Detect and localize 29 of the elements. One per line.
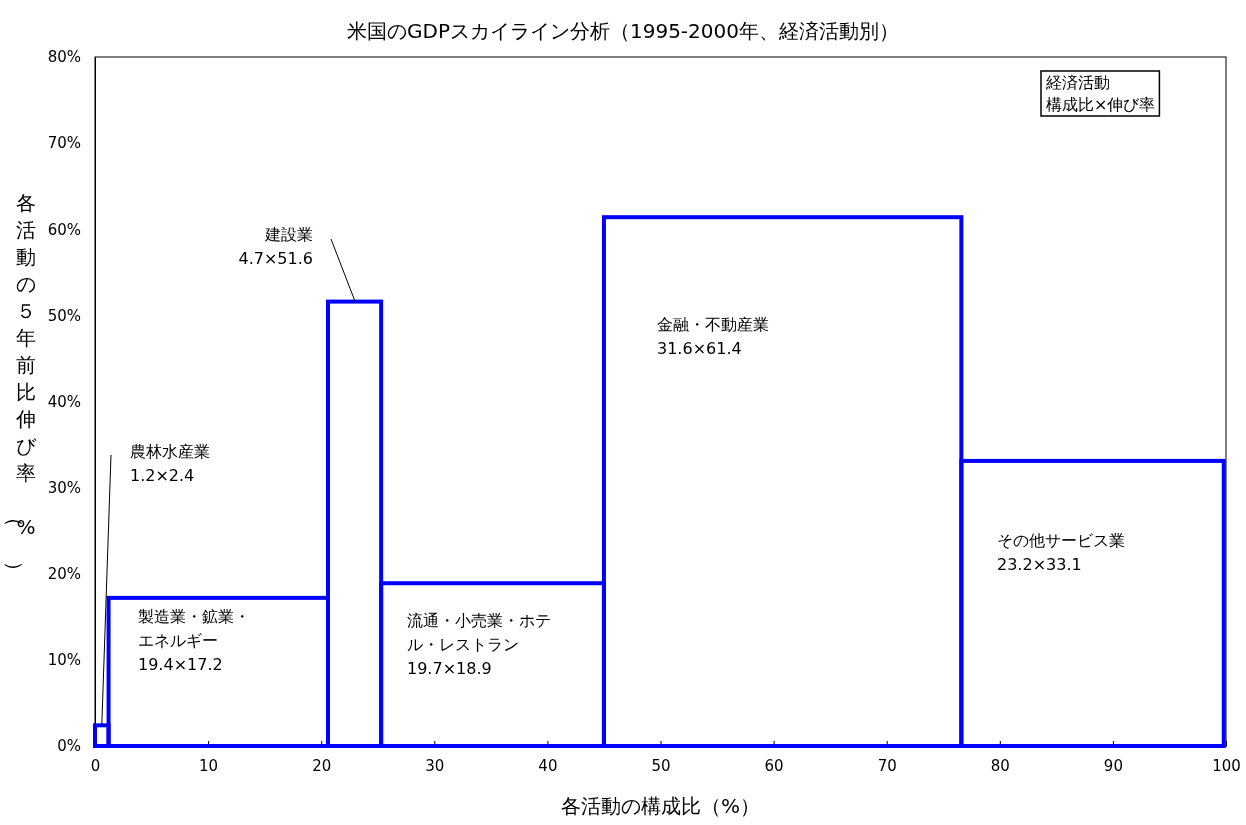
- annotation: その他サービス業23.2×33.1: [997, 531, 1125, 574]
- y-tick-label: 80%: [47, 48, 81, 67]
- x-tick-label: 100: [1212, 756, 1241, 775]
- y-tick-label: 70%: [47, 134, 81, 153]
- x-tick-label: 90: [1103, 756, 1123, 775]
- annotation: 建設業4.7×51.6: [238, 225, 313, 268]
- y-tick-label: 10%: [47, 651, 81, 670]
- x-tick-label: 20: [312, 756, 332, 775]
- y-tick-label: 50%: [47, 306, 81, 325]
- y-tick-label: 20%: [47, 565, 81, 584]
- y-tick-label: 30%: [47, 478, 81, 497]
- x-tick-label: 10: [199, 756, 219, 775]
- annotation: 金融・不動産業31.6×61.4: [657, 315, 769, 358]
- x-tick-label: 60: [764, 756, 784, 775]
- x-tick-label: 50: [651, 756, 671, 775]
- chart-title: 米国のGDPスカイライン分析（1995-2000年、経済活動別）: [347, 19, 899, 43]
- annotation: 農林水産業1.2×2.4: [130, 442, 210, 485]
- annotation: 流通・小売業・ホテル・レストラン19.7×18.9: [407, 611, 551, 678]
- y-tick-label: 40%: [47, 392, 81, 411]
- x-tick-label: 40: [538, 756, 558, 775]
- x-axis-title: 各活動の構成比（%）: [560, 794, 761, 818]
- y-tick-label: 60%: [47, 220, 81, 239]
- y-tick-label: 0%: [57, 737, 81, 756]
- x-tick-label: 70: [877, 756, 897, 775]
- text: 各活動の５年前比伸び率（%）: [3, 191, 36, 581]
- x-tick-label: 0: [90, 756, 101, 775]
- x-tick-label: 30: [425, 756, 445, 775]
- x-tick-label: 80: [990, 756, 1010, 775]
- annotation: 製造業・鉱業・エネルギー19.4×17.2: [138, 607, 250, 674]
